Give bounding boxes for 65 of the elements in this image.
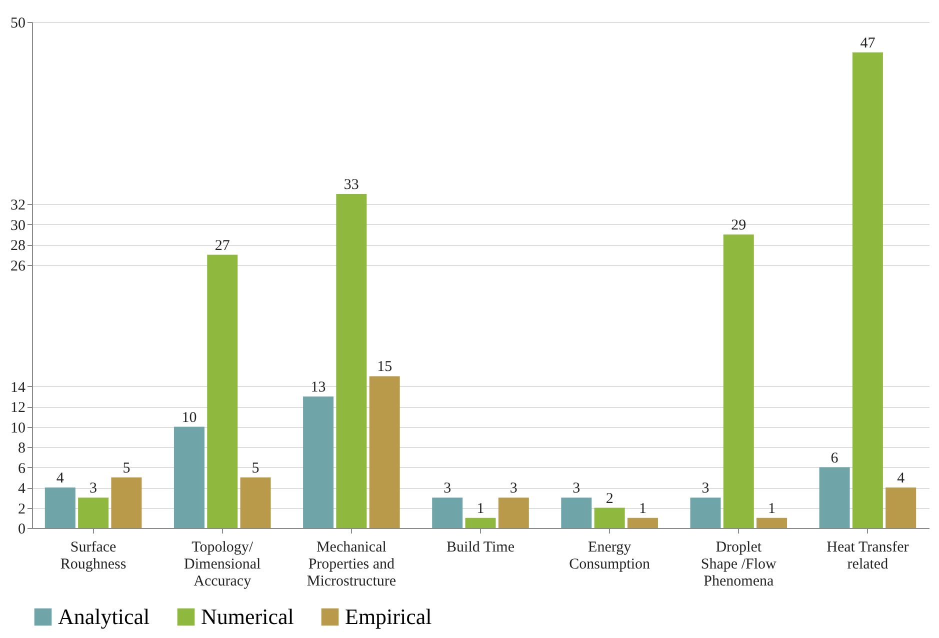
bar	[111, 477, 142, 528]
data-label: 33	[344, 177, 359, 194]
x-tick-label: Mechanical Properties and Microstructure	[306, 540, 396, 590]
bar	[690, 498, 721, 528]
bar	[336, 194, 367, 528]
y-tick-label: 28	[10, 238, 26, 254]
legend-label: Analytical	[58, 604, 150, 629]
data-label: 15	[377, 359, 392, 376]
data-label: 27	[214, 238, 230, 254]
data-label: 1	[476, 500, 484, 517]
bar	[723, 234, 754, 528]
x-tick-label: Energy Consumption	[569, 540, 650, 572]
data-label: 3	[90, 480, 98, 497]
bar	[207, 254, 238, 528]
bar	[303, 396, 334, 528]
data-label: 6	[830, 450, 839, 466]
data-label: 4	[56, 470, 64, 487]
data-label: 3	[510, 480, 518, 497]
y-tick-label: 10	[10, 420, 26, 436]
y-tick-label: 14	[10, 380, 26, 396]
data-label: 1	[768, 500, 776, 517]
y-tick-label: 0	[18, 522, 26, 538]
x-tick-label: Surface Roughness	[60, 540, 126, 572]
bar	[594, 508, 625, 528]
bar	[852, 52, 883, 528]
data-label: 3	[444, 480, 452, 497]
bar	[240, 477, 271, 528]
y-tick-label: 50	[10, 16, 26, 32]
bar	[78, 498, 109, 528]
bar	[432, 498, 463, 528]
bar	[369, 376, 400, 528]
y-tick-label: 4	[18, 481, 26, 498]
data-label: 13	[310, 379, 326, 396]
data-label: 47	[860, 35, 876, 52]
y-tick-label: 30	[10, 218, 26, 234]
data-label: 4	[897, 470, 906, 487]
bar	[561, 498, 592, 528]
y-tick-label: 2	[18, 501, 26, 518]
y-tick-label: 32	[10, 198, 26, 214]
data-label: 5	[122, 460, 130, 476]
x-tick-label: Heat Transfer related	[826, 540, 909, 572]
x-tick-label: Topology/ Dimensional Accuracy	[184, 540, 261, 590]
y-tick-label: 12	[10, 400, 26, 416]
bar	[44, 488, 76, 528]
bar	[886, 488, 916, 528]
bar	[174, 426, 204, 528]
data-label: 3	[702, 480, 710, 497]
bar	[627, 518, 658, 528]
y-tick-label: 6	[18, 460, 26, 477]
y-tick-label: 8	[18, 440, 26, 457]
x-tick-label: Droplet Shape /Flow Phenomena	[700, 540, 777, 590]
data-label: 10	[182, 410, 197, 426]
bar	[498, 498, 529, 528]
x-tick-label: Build Time	[446, 540, 515, 556]
bar	[465, 518, 496, 528]
data-label: 3	[572, 480, 580, 497]
data-label: 2	[606, 490, 614, 507]
bar	[819, 467, 850, 528]
y-tick-label: 26	[10, 258, 26, 274]
legend-label: Numerical	[201, 604, 294, 629]
data-label: 5	[252, 460, 260, 476]
legend-label: Empirical	[345, 604, 432, 629]
data-label: 1	[638, 500, 646, 517]
data-label: 29	[731, 218, 746, 234]
bar	[756, 518, 788, 528]
